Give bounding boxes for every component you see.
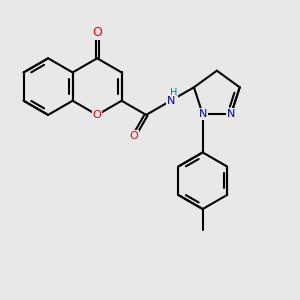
- Text: N: N: [167, 96, 175, 106]
- Text: H: H: [170, 88, 177, 98]
- Text: N: N: [227, 109, 235, 119]
- Text: O: O: [130, 131, 139, 141]
- Text: O: O: [93, 110, 101, 120]
- Text: N: N: [199, 109, 207, 119]
- Text: O: O: [92, 26, 102, 39]
